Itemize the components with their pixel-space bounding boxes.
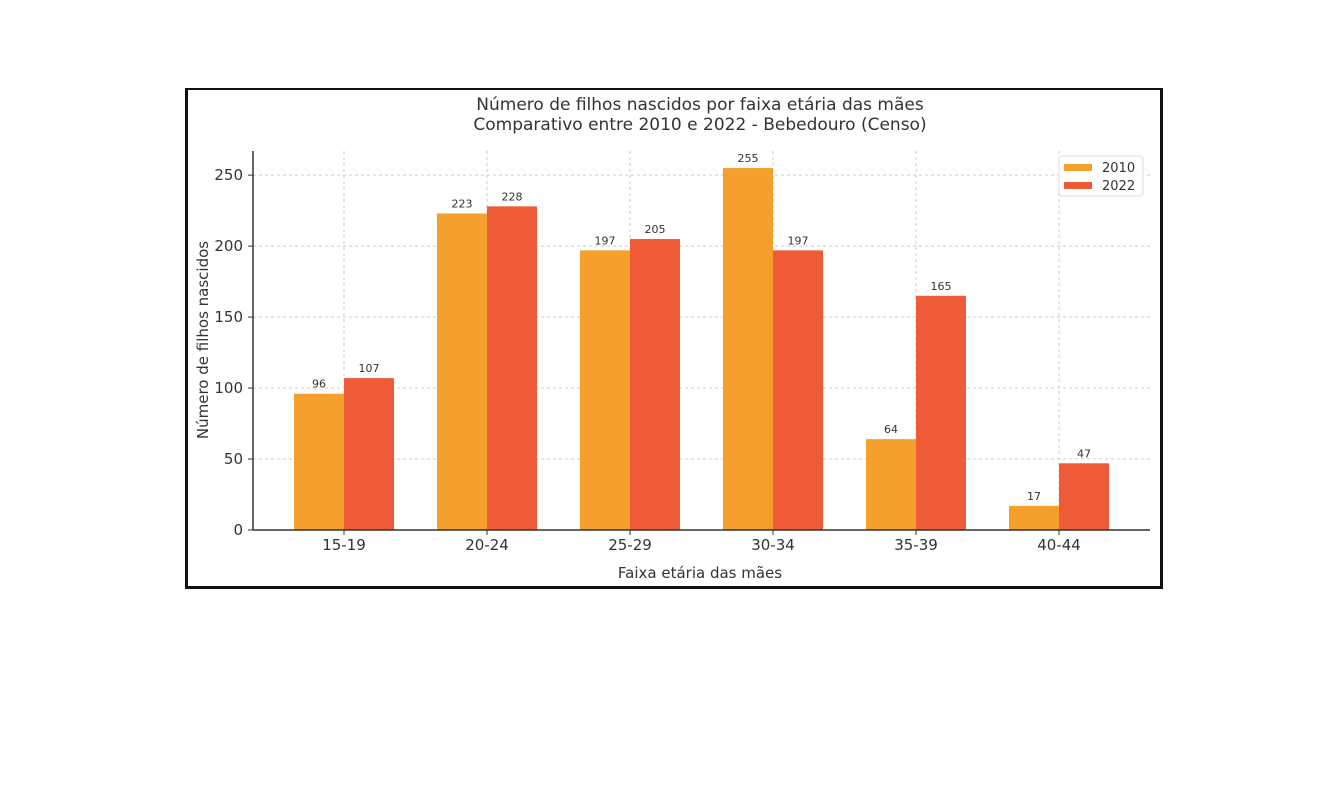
- bar-2022-20-24: [487, 206, 537, 530]
- bar-2022-25-29: [630, 239, 680, 530]
- y-tick-label: 250: [214, 166, 243, 184]
- legend-label: 2010: [1102, 161, 1135, 176]
- bar-2022-35-39: [916, 295, 966, 530]
- x-axis-label: Faixa etária das mães: [618, 564, 782, 582]
- data-label: 96: [312, 378, 326, 391]
- data-label: 17: [1027, 490, 1041, 503]
- legend: 2010 2022: [1058, 155, 1144, 197]
- y-tick-label: 150: [214, 308, 243, 326]
- x-tick-label: 35-39: [894, 536, 938, 554]
- x-tick-label: 15-19: [322, 536, 366, 554]
- data-label: 205: [645, 223, 666, 236]
- data-label: 107: [359, 362, 380, 375]
- legend-label: 2022: [1102, 179, 1135, 194]
- legend-swatch-2010: [1064, 164, 1092, 171]
- data-label: 165: [931, 280, 952, 293]
- data-label: 197: [595, 234, 616, 247]
- y-axis-label: Número de filhos nascidos: [194, 241, 212, 439]
- x-tick-label: 20-24: [465, 536, 509, 554]
- data-label: 223: [452, 197, 473, 210]
- bar-2022-40-44: [1059, 463, 1109, 530]
- data-label: 228: [502, 190, 523, 203]
- x-tick-label: 25-29: [608, 536, 652, 554]
- x-tick-label: 40-44: [1037, 536, 1081, 554]
- chart-subtitle: Comparativo entre 2010 e 2022 - Bebedour…: [473, 115, 926, 135]
- chart-title: Número de filhos nascidos por faixa etár…: [476, 95, 924, 115]
- bar-2022-15-19: [344, 378, 394, 530]
- bar-2010-20-24: [437, 213, 487, 531]
- data-label: 47: [1077, 447, 1091, 460]
- data-label: 255: [738, 152, 759, 165]
- bar-2010-30-34: [723, 168, 773, 531]
- y-tick-label: 100: [214, 379, 243, 397]
- bar-2010-25-29: [580, 250, 630, 531]
- bar-2010-15-19: [294, 393, 344, 530]
- bar-2022-30-34: [773, 250, 823, 531]
- data-label: 197: [788, 234, 809, 247]
- x-tick-label: 30-34: [751, 536, 795, 554]
- bar-2010-35-39: [866, 439, 916, 530]
- y-tick-label: 50: [224, 450, 243, 468]
- y-tick-label: 200: [214, 237, 243, 255]
- data-label: 64: [884, 423, 898, 436]
- legend-swatch-2022: [1064, 182, 1092, 189]
- bar-2010-40-44: [1009, 505, 1059, 530]
- y-tick-label: 0: [233, 521, 243, 539]
